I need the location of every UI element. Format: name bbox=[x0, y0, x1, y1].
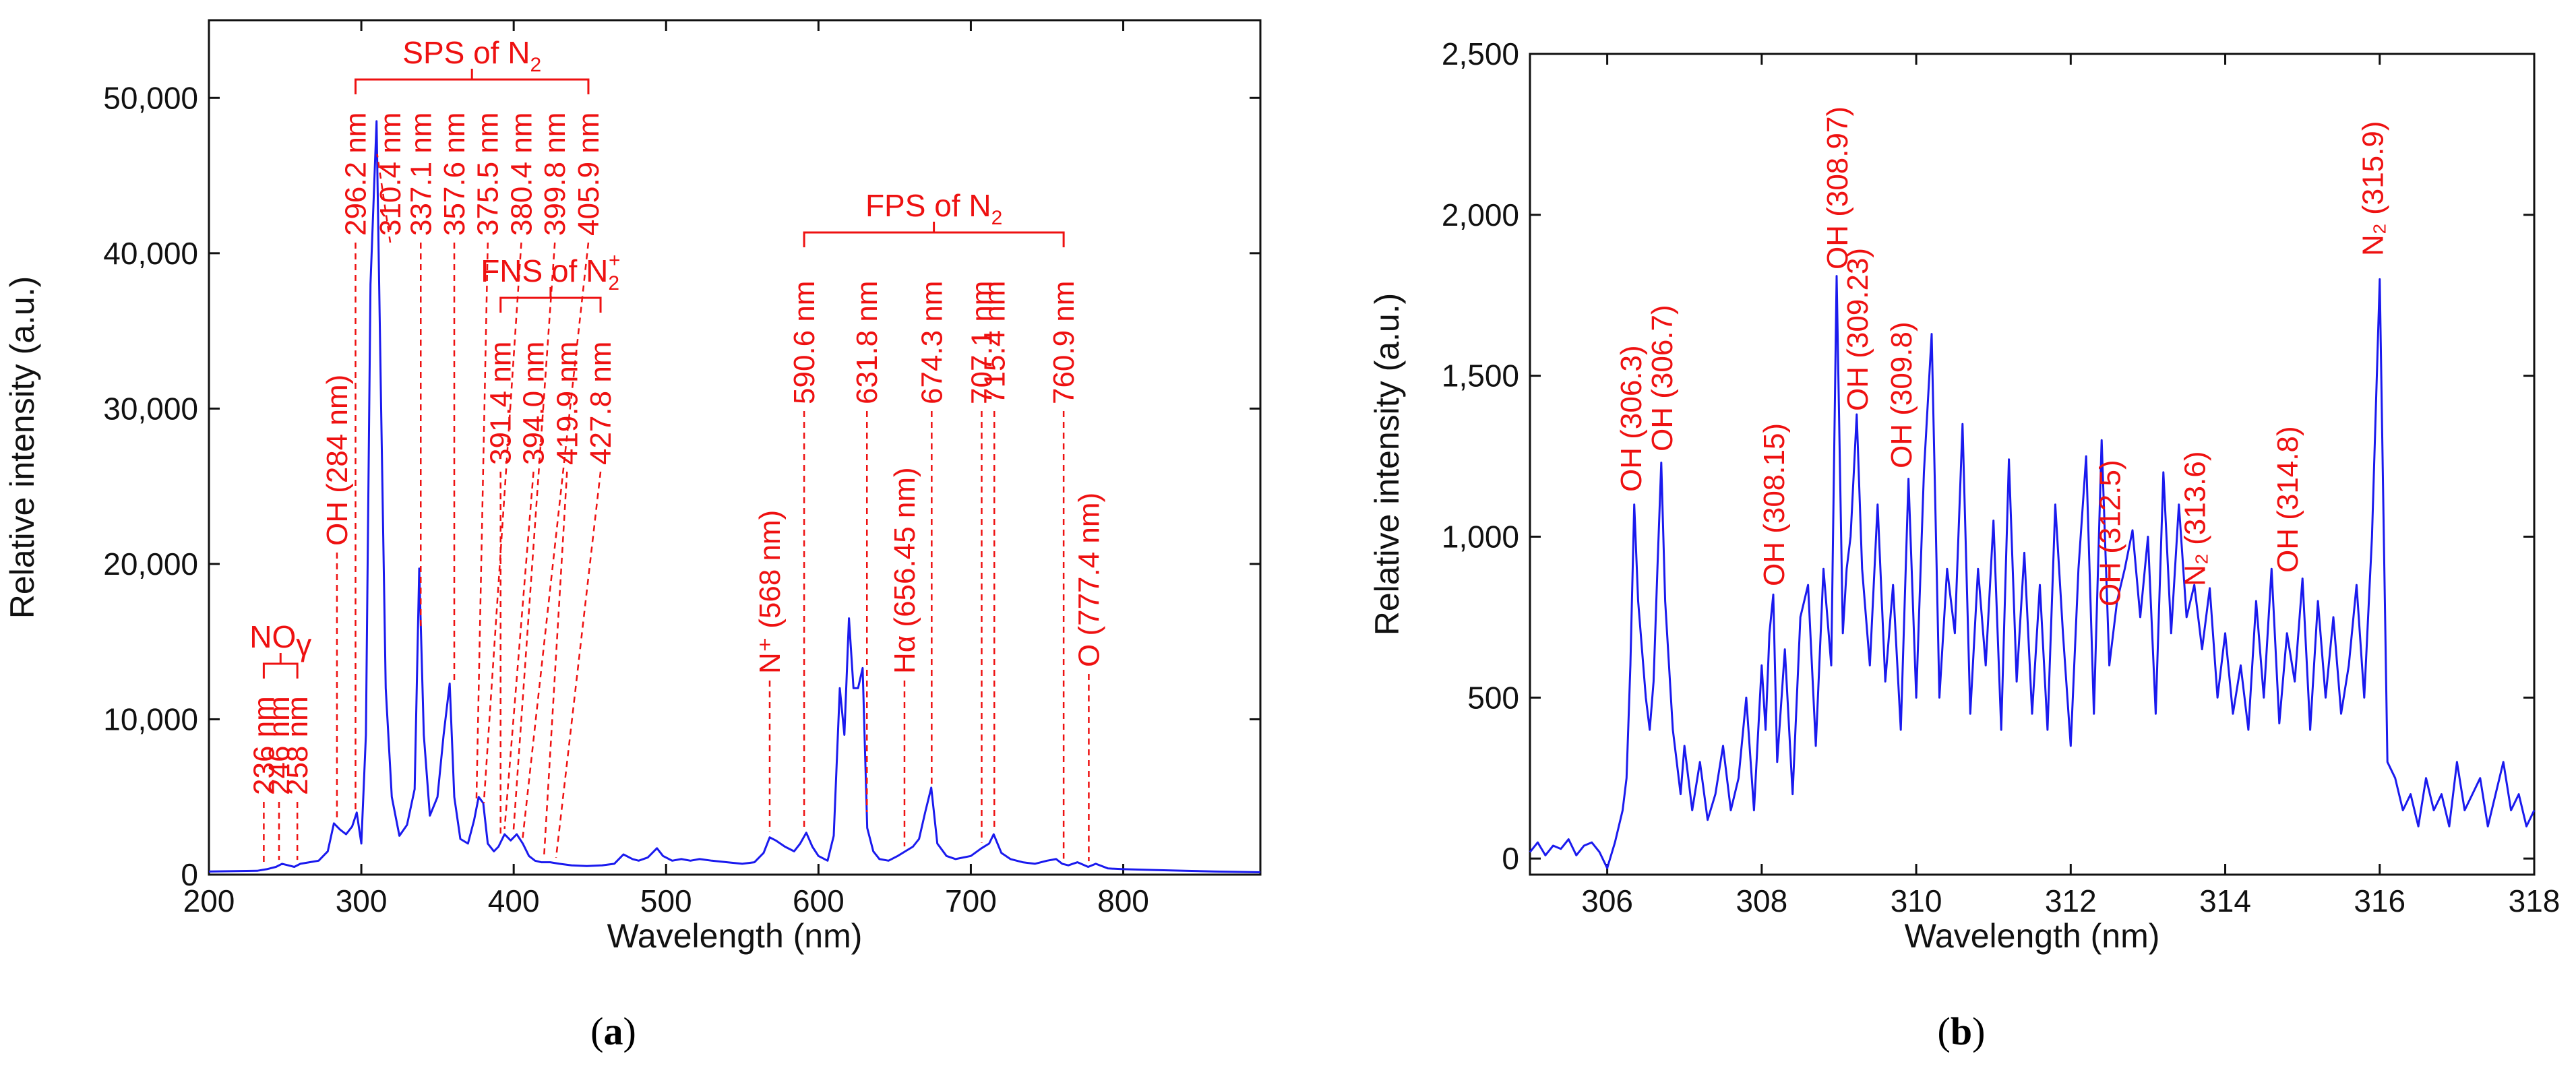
annotation-label: O (777.4 nm) bbox=[1072, 493, 1105, 667]
annotation-label: Hα (656.45 nm) bbox=[888, 467, 921, 674]
annotation-label: 590.6 nm bbox=[788, 281, 821, 404]
bracket-prefix: SPS of N bbox=[402, 35, 530, 70]
annotation-label: OH (309.23) bbox=[1841, 248, 1874, 411]
annotation-label: 760.9 nm bbox=[1047, 281, 1080, 404]
y-tick-label: 0 bbox=[181, 857, 198, 892]
annotation-label: OH (284 nm) bbox=[321, 375, 354, 546]
annotation-label: 419.9 nm bbox=[551, 342, 584, 465]
panel-b-chart: 306 308 310 312 314 316 318 0 500 1,000 1,500 2,000… bbox=[1368, 36, 2560, 955]
bracket-label: NOγ bbox=[249, 619, 311, 662]
annotation-leader bbox=[512, 242, 556, 833]
annotation-label: N₂ (315.9) bbox=[2356, 121, 2389, 257]
y-tick-label: 30,000 bbox=[103, 391, 198, 426]
annotation-label: 337.1 nm bbox=[404, 113, 437, 236]
y-axis-title: Relative intensity (a.u.) bbox=[3, 276, 41, 619]
bracket-line bbox=[803, 231, 1065, 247]
x-tick-label: 316 bbox=[2354, 883, 2405, 918]
annotation-label: OH (308.97) bbox=[1821, 106, 1854, 270]
annotation-leader bbox=[555, 471, 602, 858]
bracket-subscript: 2 bbox=[991, 207, 1003, 229]
x-tick-label: 310 bbox=[1891, 883, 1942, 918]
x-tick-label: 700 bbox=[945, 883, 997, 918]
annotation-label: 246 nm bbox=[263, 696, 296, 795]
annotation-label: 296.2 nm bbox=[339, 113, 372, 236]
annotation-label: OH (309.8) bbox=[1885, 321, 1918, 468]
annotation-label: OH (312.5) bbox=[2094, 460, 2127, 606]
annotation-label: OH (314.8) bbox=[2271, 426, 2304, 573]
bracket-prefix: NO bbox=[249, 619, 296, 654]
plot-frame bbox=[1529, 53, 2536, 876]
annotation-leader bbox=[503, 471, 534, 829]
bracket-prefix: FPS of N bbox=[865, 188, 991, 223]
annotation-leader bbox=[522, 242, 590, 838]
spectrum-line bbox=[208, 120, 1261, 873]
x-tick-label: 300 bbox=[336, 883, 388, 918]
x-tick-label: 800 bbox=[1097, 883, 1149, 918]
y-tick-label: 40,000 bbox=[103, 236, 198, 271]
annotation-label: 399.8 nm bbox=[539, 113, 572, 236]
y-tick-label: 500 bbox=[1467, 680, 1519, 715]
bracket-suffix: γ bbox=[296, 627, 311, 662]
spectrum-line bbox=[1529, 275, 2536, 869]
bracket-subscript: 2 bbox=[608, 272, 619, 294]
panel-b-label: (b) bbox=[1938, 1009, 1986, 1053]
bracket-label: SPS of N2 bbox=[402, 35, 541, 76]
annotation-leader bbox=[483, 242, 522, 804]
x-axis-title: Wavelength (nm) bbox=[607, 917, 863, 955]
x-tick-label: 200 bbox=[183, 883, 235, 918]
y-tick-label: 2,000 bbox=[1442, 197, 1519, 232]
bracket-subscript: 2 bbox=[530, 54, 541, 76]
y-tick-label: 0 bbox=[1502, 841, 1519, 876]
x-tick-label: 400 bbox=[488, 883, 540, 918]
annotation-label: 674.3 nm bbox=[915, 281, 948, 404]
y-axis-title: Relative intensity (a.u.) bbox=[1368, 293, 1406, 636]
x-tick-label: 500 bbox=[640, 883, 692, 918]
y-tick-label: 20,000 bbox=[103, 546, 198, 582]
panel-a-chart: 200 300 400 500 600 700 800 0 10,000 20,000 30,000… bbox=[3, 19, 1262, 955]
y-tick-label: 1,000 bbox=[1442, 519, 1519, 554]
annotation-leader bbox=[376, 154, 392, 243]
y-tick-label: 10,000 bbox=[103, 701, 198, 736]
annotation-label: OH (308.15) bbox=[1758, 423, 1791, 586]
bracket-line bbox=[262, 662, 299, 679]
annotation-label: OH (306.7) bbox=[1646, 305, 1679, 451]
annotation-label: 391.4 nm bbox=[485, 342, 518, 465]
annotation-label: 427.8 nm bbox=[584, 342, 617, 465]
annotation-label: OH (306.3) bbox=[1615, 345, 1648, 492]
annotation-label: N⁺ (568 nm) bbox=[754, 510, 787, 674]
bracket-label: FNS of N2+ bbox=[481, 249, 620, 294]
x-tick-label: 600 bbox=[793, 883, 845, 918]
plot-frame bbox=[208, 19, 1262, 876]
annotation-label: 258 nm bbox=[281, 696, 314, 795]
annotation-label: 357.6 nm bbox=[438, 113, 471, 236]
bracket-superscript: + bbox=[609, 249, 621, 272]
x-tick-label: 308 bbox=[1736, 883, 1787, 918]
y-tick-label: 2,500 bbox=[1442, 36, 1519, 71]
y-tick-label: 1,500 bbox=[1442, 358, 1519, 394]
bracket-line bbox=[354, 78, 590, 94]
panel-a-label: (a) bbox=[590, 1009, 636, 1053]
x-tick-label: 306 bbox=[1581, 883, 1633, 918]
annotation-label: 631.8 nm bbox=[851, 281, 884, 404]
annotation-label: 394.0 nm bbox=[518, 342, 551, 465]
bracket-label: FPS of N2 bbox=[865, 188, 1002, 229]
annotation-leader bbox=[475, 242, 489, 804]
y-tick-label: 50,000 bbox=[103, 80, 198, 115]
x-tick-label: 318 bbox=[2509, 883, 2560, 918]
x-axis-title: Wavelength (nm) bbox=[1905, 917, 2160, 955]
annotation-label: 236 nm bbox=[247, 696, 280, 795]
annotation-label: 380.4 nm bbox=[505, 113, 538, 236]
bracket-prefix: FNS of N bbox=[481, 253, 608, 288]
annotation-label: 310.4 nm bbox=[374, 113, 407, 236]
x-tick-label: 312 bbox=[2045, 883, 2097, 918]
annotation-label: 375.5 nm bbox=[472, 113, 505, 236]
annotation-label: 405.9 nm bbox=[572, 113, 605, 236]
annotation-label: N₂ (313.6) bbox=[2179, 451, 2212, 587]
annotation-label: 715.4 nm bbox=[978, 281, 1011, 404]
x-tick-label: 314 bbox=[2199, 883, 2251, 918]
annotation-label: 707.1 nm bbox=[965, 281, 998, 404]
